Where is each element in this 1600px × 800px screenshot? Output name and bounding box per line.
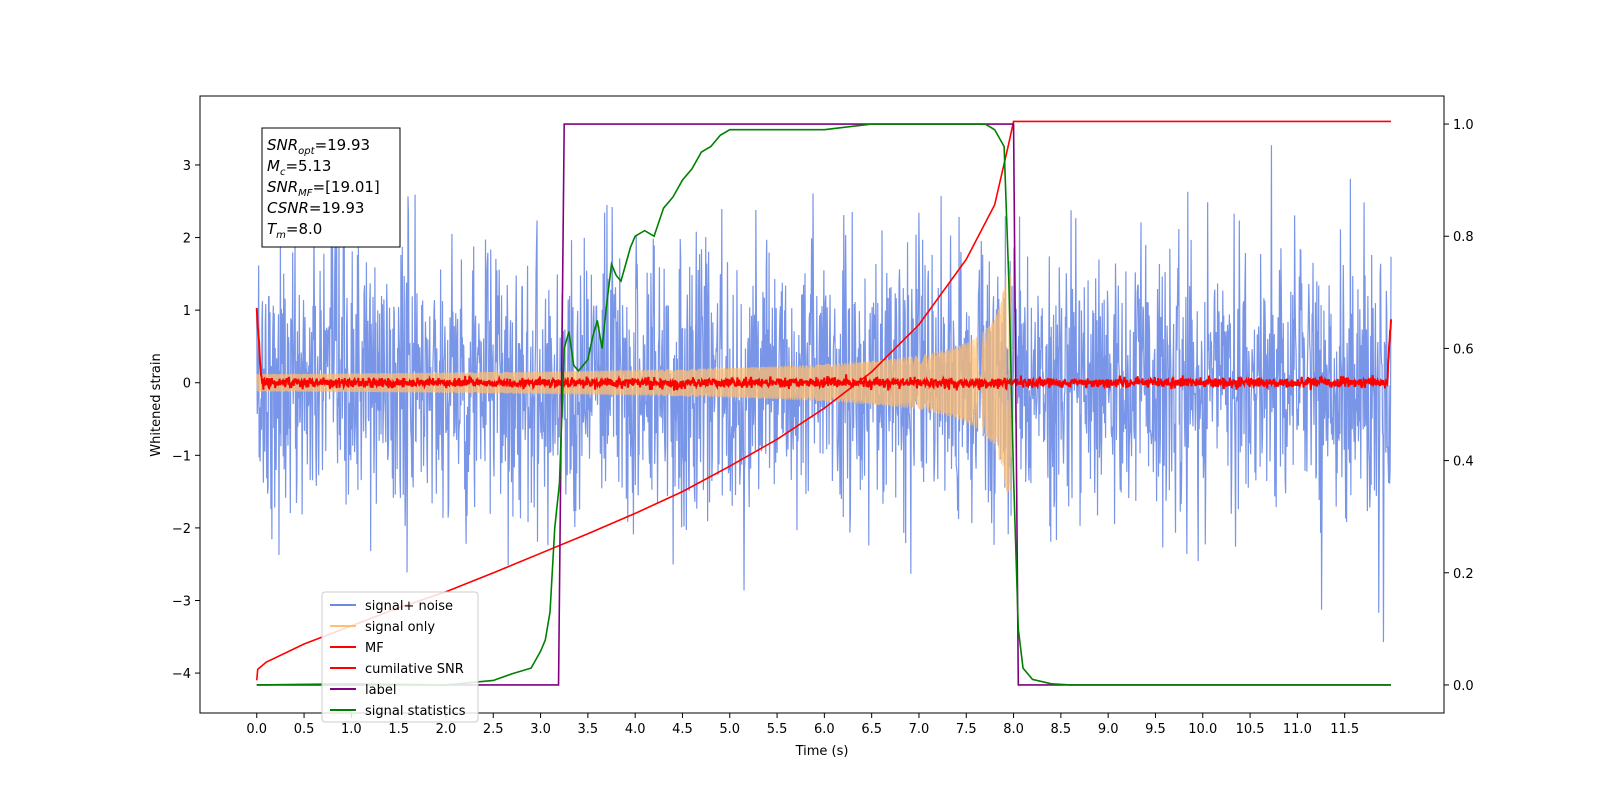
legend-entry: MF [330, 641, 384, 656]
x-tick-label: 6.5 [861, 722, 882, 737]
x-tick-label: 8.5 [1051, 722, 1072, 737]
y-tick-label: 1 [183, 304, 191, 319]
info-box-line: SNRopt=19.93 [267, 136, 370, 157]
legend-label: MF [365, 641, 384, 656]
y-axis-left: −4 −3 −2 −1 0 1 2 3 [172, 159, 200, 682]
legend: signal+ noise signal only MF cumilative SNR… [321, 591, 479, 723]
x-tick-label: 10.0 [1188, 722, 1217, 737]
x-tick-label: 9.5 [1145, 722, 1166, 737]
x-tick-label: 2.5 [483, 722, 504, 737]
y-tick-label: −1 [172, 449, 191, 464]
y-axis-right: 0.0 0.2 0.4 0.6 0.8 1.0 [1444, 118, 1474, 694]
info-box-frame [261, 127, 401, 248]
legend-label: signal statistics [365, 704, 466, 719]
legend-frame [321, 591, 479, 723]
series-signal-statistics [256, 123, 1392, 686]
y-axis-label: Whitened strain [149, 353, 164, 456]
y-tick-label: −4 [172, 667, 191, 682]
y2-tick-label: 0.8 [1453, 230, 1474, 245]
x-tick-label: 10.5 [1236, 722, 1265, 737]
info-box-line: SNRMF=[19.01] [267, 178, 380, 199]
y-tick-label: −2 [172, 522, 191, 537]
x-tick-label: 9.0 [1098, 722, 1119, 737]
legend-label: signal+ noise [365, 599, 453, 614]
y-tick-label: 0 [183, 377, 191, 392]
x-tick-label: 3.5 [578, 722, 599, 737]
x-axis-label: Time (s) [795, 744, 849, 759]
x-tick-label: 1.0 [341, 722, 362, 737]
x-tick-label: 4.5 [672, 722, 693, 737]
info-box-line: CSNR=19.93 [267, 199, 364, 217]
y2-tick-label: 0.4 [1453, 455, 1474, 470]
series-signal-only [256, 273, 1014, 492]
y-tick-label: 2 [183, 232, 191, 247]
legend-label: signal only [365, 620, 435, 635]
y2-tick-label: 0.2 [1453, 567, 1474, 582]
legend-label: label [365, 683, 396, 698]
x-tick-label: 0.0 [246, 722, 267, 737]
series-signal-noise [256, 145, 1392, 643]
x-tick-label: 5.5 [767, 722, 788, 737]
legend-entry: signal+ noise [330, 599, 453, 614]
x-tick-label: 7.0 [909, 722, 930, 737]
x-tick-label: 11.0 [1283, 722, 1312, 737]
x-tick-label: 11.5 [1330, 722, 1359, 737]
legend-label: cumilative SNR [365, 662, 464, 677]
info-box-line: Mc=5.13 [267, 157, 331, 178]
y-tick-label: 3 [183, 159, 191, 174]
info-box-line: Tm=8.0 [267, 220, 322, 241]
x-tick-label: 0.5 [294, 722, 315, 737]
info-box: SNRopt=19.93Mc=5.13SNRMF=[19.01]CSNR=19.… [261, 127, 401, 248]
x-tick-label: 7.5 [956, 722, 977, 737]
y2-tick-label: 0.0 [1453, 679, 1474, 694]
legend-entry: signal only [330, 620, 435, 635]
x-tick-label: 1.5 [388, 722, 409, 737]
y-tick-label: −3 [172, 594, 191, 609]
x-axis: 0.0 0.5 1.0 1.5 2.0 2.5 3.0 3.5 4.0 4.5 5.0 5.5 6.0 6… [246, 713, 1359, 737]
x-tick-label: 4.0 [625, 722, 646, 737]
legend-entry: signal statistics [330, 704, 466, 719]
x-tick-label: 8.0 [1003, 722, 1024, 737]
x-tick-label: 3.0 [530, 722, 551, 737]
axes-frame [199, 95, 1445, 714]
legend-entry: cumilative SNR [330, 662, 464, 677]
x-tick-label: 6.0 [814, 722, 835, 737]
x-tick-label: 2.0 [436, 722, 457, 737]
y2-tick-label: 0.6 [1453, 342, 1474, 357]
x-tick-label: 5.0 [719, 722, 740, 737]
y2-tick-label: 1.0 [1453, 118, 1474, 133]
series-mf [255, 307, 1393, 392]
legend-entry: label [330, 683, 396, 698]
